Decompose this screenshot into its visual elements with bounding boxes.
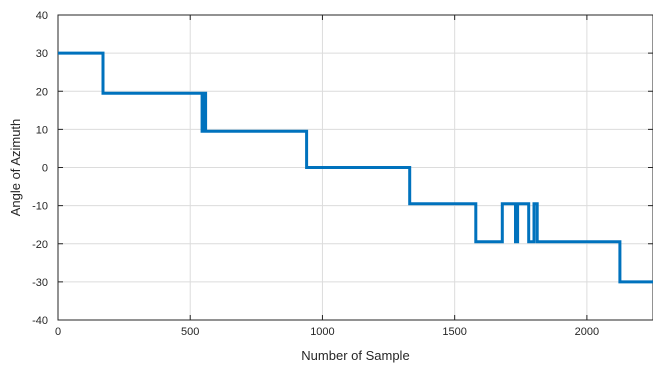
y-tick-label: 30	[36, 48, 48, 60]
y-tick-label: 0	[42, 163, 48, 175]
x-axis-label: Number of Sample	[301, 348, 409, 363]
series-line	[58, 51, 653, 284]
y-tick-label: 10	[36, 124, 48, 136]
series-layer	[58, 51, 653, 284]
y-tick-label: -20	[32, 239, 48, 251]
x-tick-label: 1500	[442, 326, 466, 338]
y-axis-label: Angle of Azimuth	[8, 119, 23, 217]
y-tick-label: -40	[32, 315, 48, 327]
y-tick-label: -30	[32, 277, 48, 289]
x-tick-label: 0	[55, 326, 61, 338]
y-tick-label: 40	[36, 10, 48, 22]
y-tick-label: -10	[32, 201, 48, 213]
y-tick-label: 20	[36, 86, 48, 98]
tick-labels: 0 500 1000 1500 2000 40 30 20 10 0 -10 -20 -30 -40	[32, 10, 599, 338]
x-tick-label: 1000	[310, 326, 334, 338]
x-tick-label: 2000	[575, 326, 599, 338]
x-tick-label: 500	[181, 326, 199, 338]
